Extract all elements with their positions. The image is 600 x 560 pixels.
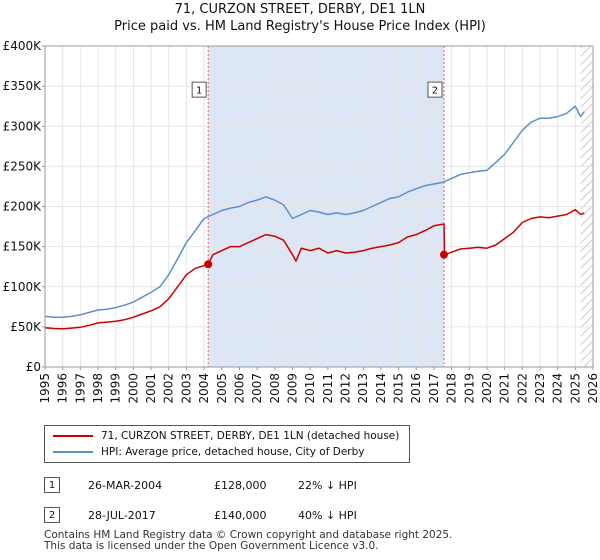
footer: Contains HM Land Registry data © Crown c… (44, 530, 452, 552)
sale-marker-label: 1 (196, 86, 202, 97)
sale-row: 2 28-JUL-2017 £140,000 40% ↓ HPI (44, 505, 357, 525)
y-tick-label: £250K (3, 159, 43, 173)
x-tick-label: 2025 (568, 373, 582, 404)
sale-date: 26-MAR-2004 (88, 478, 163, 492)
price-chart: 1 2 £0 £50K £100K £150K £200K £250K £300K £350K £4… (3, 39, 600, 404)
legend-label-price-paid: 71, CURZON STREET, DERBY, DE1 1LN (detac… (101, 430, 400, 442)
x-tick-label: 2005 (215, 373, 229, 404)
y-tick-label: £50K (10, 320, 42, 334)
y-tick-label: £400K (3, 39, 43, 53)
chart-subtitle: Price paid vs. HM Land Registry's House … (114, 19, 486, 34)
sale-point (439, 250, 448, 259)
sale-point (204, 260, 213, 269)
price-paid-series-line (44, 208, 585, 330)
y-tick-label: £100K (3, 280, 43, 294)
x-tick-label: 2008 (268, 373, 282, 404)
y-tick-label: £350K (3, 79, 43, 93)
y-tick-label: £300K (3, 119, 43, 133)
hpi-series-line (44, 105, 585, 318)
sale-price: £140,000 (214, 508, 267, 522)
sale-marker-box (427, 81, 443, 98)
x-tick-label: 2026 (586, 373, 600, 404)
legend-item-price-paid: 71, CURZON STREET, DERBY, DE1 1LN (detac… (53, 428, 399, 444)
footer-licence: This data is licensed under the Open Gov… (44, 540, 379, 552)
x-tick-label: 2021 (498, 373, 512, 404)
y-tick-label: £0 (26, 360, 41, 374)
sale-marker-label: 2 (432, 86, 438, 97)
chart-title: 71, CURZON STREET, DERBY, DE1 1LN (174, 2, 426, 17)
x-tick-label: 2010 (303, 373, 317, 404)
x-tick-label: 2012 (339, 373, 353, 404)
x-tick-label: 2020 (480, 373, 494, 404)
x-tick-label: 1995 (38, 373, 52, 404)
x-tick-label: 2006 (232, 373, 246, 404)
x-tick-label: 2009 (285, 373, 299, 404)
sale-row: 1 26-MAR-2004 £128,000 22% ↓ HPI (44, 475, 357, 495)
x-tick-label: 1998 (91, 373, 105, 404)
x-tick-label: 2014 (374, 373, 388, 404)
footer-copyright: Contains HM Land Registry data © Crown c… (44, 529, 453, 541)
legend: 71, CURZON STREET, DERBY, DE1 1LN (detac… (44, 425, 410, 463)
x-tick-label: 2003 (179, 373, 193, 404)
x-tick-label: 2017 (427, 373, 441, 404)
x-tick-label: 2018 (445, 373, 459, 404)
x-tick-label: 2023 (533, 373, 547, 404)
x-tick-label: 2001 (144, 373, 158, 404)
legend-swatch-price-paid (53, 435, 93, 437)
legend-swatch-hpi (53, 451, 93, 453)
x-tick-label: 2007 (250, 373, 264, 404)
sale-hpi-diff: 22% ↓ HPI (298, 478, 357, 492)
x-tick-label: 2016 (409, 373, 423, 404)
y-tick-label: £200K (3, 200, 43, 214)
x-tick-label: 2011 (321, 373, 335, 404)
x-tick-label: 1996 (56, 373, 70, 404)
x-tick-label: 2000 (126, 373, 140, 404)
y-tick-label: £150K (3, 240, 43, 254)
x-tick-label: 1997 (73, 373, 87, 404)
x-tick-label: 2015 (392, 373, 406, 404)
x-tick-label: 2022 (515, 373, 529, 404)
legend-item-hpi: HPI: Average price, detached house, City… (53, 444, 364, 460)
sale-price: £128,000 (214, 478, 267, 492)
sale-marker-box (191, 81, 207, 98)
sale-hpi-diff: 40% ↓ HPI (298, 508, 357, 522)
sale-number-badge: 1 (44, 477, 60, 493)
sale-date: 28-JUL-2017 (88, 508, 156, 522)
x-tick-label: 2004 (197, 373, 211, 404)
x-tick-label: 2024 (551, 373, 565, 404)
x-tick-label: 1999 (109, 373, 123, 404)
x-tick-label: 2002 (162, 373, 176, 404)
sale-number-badge: 2 (44, 507, 60, 523)
x-tick-label: 2013 (356, 373, 370, 404)
legend-label-hpi: HPI: Average price, detached house, City… (101, 446, 365, 458)
x-tick-label: 2019 (462, 373, 476, 404)
